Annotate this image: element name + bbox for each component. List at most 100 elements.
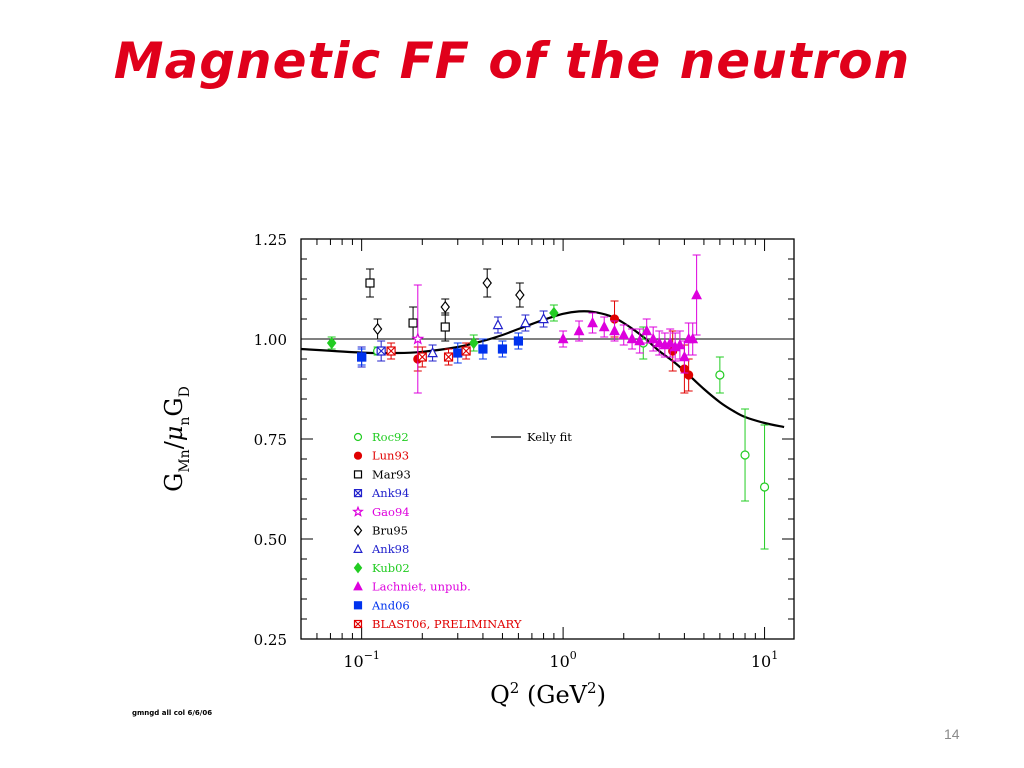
- y-label-slash: /: [160, 440, 188, 449]
- data-point-bru95: [482, 268, 492, 298]
- marker-shape: [573, 324, 585, 336]
- marker-shape: [626, 332, 638, 344]
- marker-shape: [641, 324, 653, 336]
- legend-marker: [353, 432, 363, 442]
- marker-diamond-open: [515, 288, 525, 302]
- data-point-lachniet-unpub: [618, 324, 630, 346]
- marker-square-filled: [513, 336, 524, 346]
- marker-shape: [557, 332, 569, 344]
- legend-label: Lachniet, unpub.: [372, 580, 471, 594]
- marker-shape: [353, 470, 363, 479]
- marker-shape: [497, 344, 508, 354]
- marker-shape: [427, 346, 438, 358]
- legend-label: BLAST06, PRELIMINARY: [372, 617, 522, 631]
- marker-square-x: [417, 352, 427, 362]
- data-point-ank98: [427, 344, 438, 362]
- marker-shape: [740, 450, 750, 460]
- legend-label: Roc92: [372, 430, 409, 444]
- marker-circle-open: [759, 482, 770, 492]
- legend-entry-gao94: Gao94: [352, 505, 410, 519]
- y-label-sub-n: n: [177, 417, 193, 426]
- data-point-ank94: [376, 340, 386, 362]
- marker-triangle-filled: [618, 328, 630, 340]
- legend-marker: [353, 451, 363, 460]
- data-point-blast06-preliminary: [386, 342, 396, 360]
- marker-cross: [354, 620, 362, 628]
- x-axis-label: Q2 (GeV2): [490, 679, 606, 709]
- data-point-lachniet-unpub: [634, 328, 646, 354]
- data-point-gao94: [411, 284, 425, 394]
- legend-entry-ank94: Ank94: [353, 486, 409, 500]
- legend-label: Bru95: [372, 524, 408, 538]
- data-point-lachniet-unpub: [687, 322, 699, 356]
- slide-number: 14: [944, 726, 960, 742]
- marker-shape: [515, 288, 525, 302]
- data-point-lachniet-unpub: [626, 328, 638, 350]
- marker-shape: [549, 306, 559, 320]
- marker-shape: [353, 432, 363, 442]
- data-point-blast06-preliminary: [461, 342, 471, 360]
- marker-triangle-open: [492, 318, 504, 330]
- marker-shape: [468, 336, 479, 350]
- marker-shape: [664, 336, 676, 348]
- kelly-fit-curve: [301, 310, 785, 429]
- legend-label: Ank98: [371, 542, 409, 556]
- marker-square-x: [443, 352, 454, 362]
- data-point-ank98: [520, 314, 531, 332]
- marker-square-filled: [453, 348, 463, 358]
- y-label-sub-mn: Mn: [177, 449, 193, 472]
- y-tick-label: 1.00: [254, 331, 287, 349]
- marker-shape: [520, 316, 531, 328]
- data-point-mar93: [440, 312, 450, 342]
- legend-entry-lun93: Lun93: [353, 449, 409, 463]
- data-point-roc92: [740, 408, 750, 502]
- marker-shape: [653, 336, 665, 348]
- legend-marker: [353, 581, 363, 591]
- legend-marker: [353, 524, 363, 537]
- data-point-lachniet-unpub: [691, 254, 703, 336]
- legend-label: Ank94: [371, 486, 409, 500]
- marker-shape: [492, 318, 504, 330]
- marker-square-x: [386, 346, 396, 356]
- legend-entry-mar93: Mar93: [353, 467, 411, 481]
- data-point-kub02: [468, 334, 479, 352]
- slide-title: Magnetic FF of the neutron: [113, 32, 911, 90]
- marker-triangle-filled: [664, 336, 676, 348]
- marker-square-filled: [497, 344, 508, 354]
- marker-shape: [679, 350, 690, 362]
- legend-label: And06: [371, 598, 410, 612]
- marker-triangle-open: [427, 346, 438, 358]
- marker-square-filled: [478, 344, 488, 354]
- marker-cross: [386, 346, 396, 356]
- marker-circle-filled: [684, 370, 694, 380]
- marker-shape: [634, 334, 646, 346]
- legend-entry-roc92: Roc92: [353, 430, 409, 444]
- marker-shape: [408, 318, 418, 328]
- y-axis-label: GMn/μnGD: [160, 386, 193, 492]
- y-label-mu: μ: [160, 426, 188, 442]
- marker-square-open: [408, 318, 418, 328]
- marker-shape: [353, 524, 363, 537]
- data-point-kub02: [326, 336, 337, 350]
- data-point-lachniet-unpub: [653, 330, 665, 356]
- marker-cross: [376, 346, 386, 356]
- data-point-and06: [478, 338, 488, 360]
- data-point-lachniet-unpub: [557, 330, 569, 348]
- marker-cross: [354, 489, 362, 498]
- marker-shape: [372, 322, 383, 336]
- marker-shape: [513, 336, 524, 346]
- marker-diamond-open: [440, 300, 451, 314]
- marker-shape: [691, 288, 703, 300]
- data-point-lachniet-unpub: [609, 320, 620, 342]
- marker-triangle-filled: [687, 332, 699, 344]
- marker-shape: [587, 316, 598, 328]
- legend-entry-bru95: Bru95: [353, 524, 408, 538]
- data-point-blast06-preliminary: [417, 346, 427, 368]
- marker-shape: [353, 451, 363, 460]
- marker-shape: [326, 336, 337, 350]
- y-tick-label: 1.25: [254, 231, 287, 249]
- data-point-lun93: [684, 358, 694, 392]
- legend-entry-and06: And06: [353, 598, 410, 612]
- legend-marker: [353, 562, 363, 574]
